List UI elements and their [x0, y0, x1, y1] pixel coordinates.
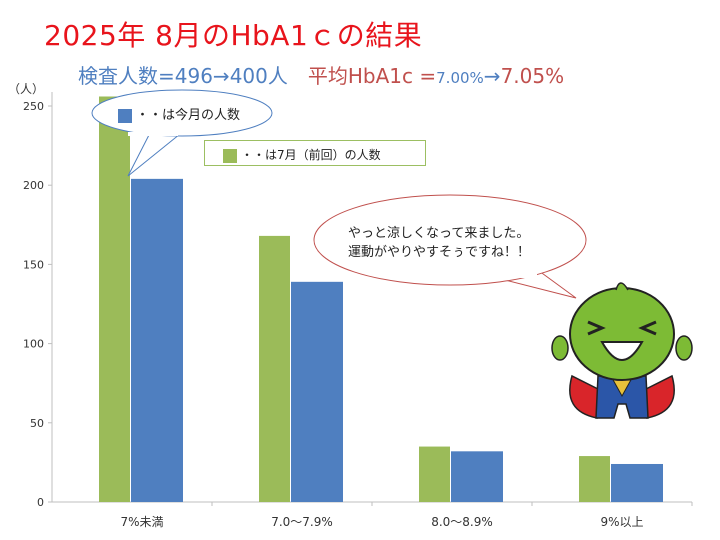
- y-axis-unit: （人）: [8, 82, 45, 96]
- speech-bubble-tail-cover: [505, 266, 537, 278]
- bar-previous: [579, 456, 610, 502]
- bar-previous: [99, 96, 130, 502]
- summary-line: 検査人数=496→400人 平均HbA1c =7.00%→7.05%: [78, 60, 564, 89]
- legend-previous: ・・は7月（前回）の人数: [204, 140, 426, 166]
- average-previous: 7.00%: [436, 69, 484, 87]
- x-tick-label: 8.0〜8.9%: [431, 515, 493, 529]
- y-tick-label: 200: [23, 179, 44, 192]
- y-tick-label: 50: [30, 417, 44, 430]
- y-tick-label: 250: [23, 100, 44, 113]
- legend-current-swatch: [118, 108, 132, 123]
- mascot-eye-right: [638, 320, 657, 336]
- mascot-hand-right: [675, 335, 693, 361]
- bar-current: [611, 463, 663, 502]
- y-tick-label: 150: [23, 258, 44, 271]
- y-tick-label: 0: [37, 496, 44, 509]
- speech-line-2: 運動がやりやすそぅですね！！: [348, 245, 531, 260]
- mascot-eye-left: [587, 320, 606, 336]
- y-tick-label: 100: [23, 338, 44, 351]
- average-prefix: 平均HbA1c =: [307, 64, 437, 88]
- legend-current-label: ・・は今月の人数: [136, 108, 241, 123]
- mascot-hand-left: [551, 335, 569, 361]
- speech-text: やっと涼しくなって来ました。 運動がやりやすそぅですね！！: [348, 224, 530, 262]
- test-count: 検査人数=496→400人: [78, 64, 288, 88]
- legend-previous-label: ・・は7月（前回）の人数: [241, 148, 381, 162]
- green-mascot-icon: [551, 282, 693, 419]
- legend-current: ・・は今月の人数: [118, 104, 240, 123]
- legend-bubble-tail-cover: [128, 132, 178, 136]
- average-arrow: →: [483, 64, 501, 88]
- bar-current: [131, 178, 183, 502]
- bar-previous: [259, 235, 290, 502]
- mascot-mouth: [600, 341, 644, 361]
- legend-previous-swatch: [223, 148, 237, 163]
- bar-previous: [419, 446, 450, 502]
- x-tick-label: 7.0〜7.9%: [271, 515, 333, 529]
- speech-line-1: やっと涼しくなって来ました。: [348, 226, 530, 241]
- bar-current: [451, 451, 503, 502]
- x-tick-label: 7%未満: [120, 515, 163, 529]
- x-tick-label: 9%以上: [600, 515, 643, 529]
- legend-bubble: [91, 89, 273, 137]
- legend-bubble-tail: [127, 132, 181, 177]
- mascot-head: [569, 287, 675, 381]
- average-current: 7.05%: [500, 64, 565, 88]
- bar-current: [291, 281, 343, 502]
- mascot-sprout: [615, 282, 629, 291]
- page-title: 2025年 8月のHbA1ｃの結果: [44, 19, 423, 52]
- speech-bubble: [313, 194, 587, 286]
